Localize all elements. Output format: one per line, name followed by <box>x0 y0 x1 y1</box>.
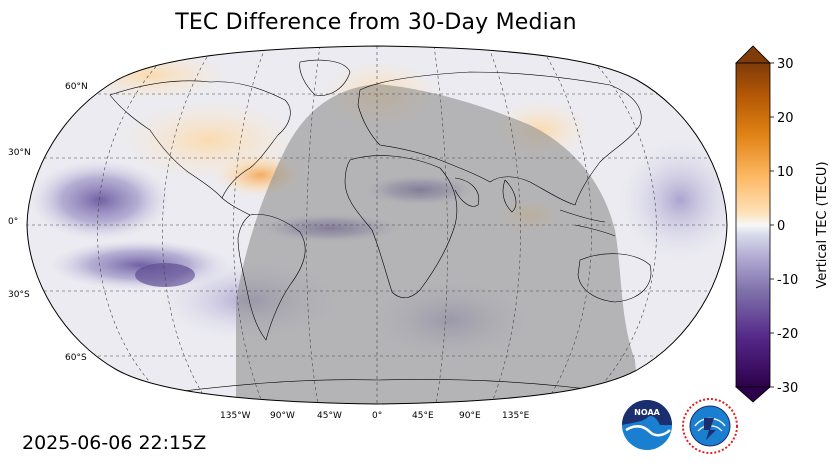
colorbar-extend-top <box>735 45 771 64</box>
lon-label-45e: 45°E <box>412 411 434 420</box>
anomaly-positive <box>70 50 230 100</box>
colorbar-tick-label: -20 <box>777 327 798 342</box>
nws-logo <box>682 398 738 454</box>
lon-label-90w: 90°W <box>270 411 295 420</box>
anomaly-negative <box>620 140 727 260</box>
colorbar-body <box>735 62 771 388</box>
night-overlay <box>236 84 640 404</box>
lat-label-30s: 30°S <box>8 290 30 300</box>
colorbar-tick-label: 0 <box>777 219 785 234</box>
colorbar-tick-label: -10 <box>777 273 798 288</box>
lon-label-135w: 135°W <box>220 411 251 420</box>
colorbar-ticks <box>770 62 774 388</box>
globe-outline <box>26 45 728 405</box>
map-field <box>27 46 727 404</box>
colorbar-tick-label: -30 <box>777 381 798 396</box>
colorbar-extend-bottom <box>734 386 772 403</box>
colorbar: 30 20 10 0 -10 -20 -30 Vertical TEC (TECU) <box>734 45 830 403</box>
lat-label-60n: 60°N <box>65 82 88 92</box>
anomaly-negative <box>30 160 170 240</box>
colorbar-tick-label: 10 <box>777 165 794 180</box>
lat-label-30n: 30°N <box>8 148 31 158</box>
lon-label-45w: 45°W <box>317 411 342 420</box>
colorbar-tick-label: 30 <box>777 57 794 72</box>
anomaly-positive <box>120 100 300 180</box>
colorbar-label: Vertical TEC (TECU) <box>815 161 830 288</box>
lon-label-135e: 135°E <box>502 411 530 420</box>
graticule <box>27 46 727 404</box>
noaa-logo-text: NOAA <box>634 408 660 417</box>
colorbar-tick-label: 20 <box>777 111 794 126</box>
coastlines <box>109 59 652 396</box>
map-title: TEC Difference from 30-Day Median <box>175 10 577 35</box>
lat-label-60s: 60°S <box>65 353 87 363</box>
lat-label-equator: 0° <box>8 217 18 227</box>
lon-label-90e: 90°E <box>459 411 481 420</box>
noaa-logo: NOAA <box>622 400 672 450</box>
colorbar-tick-labels: 30 20 10 0 -10 -20 -30 <box>777 57 798 396</box>
lon-label-0: 0° <box>372 411 382 420</box>
timestamp: 2025-06-06 22:15Z <box>22 432 207 454</box>
tec-map: 60°N 30°N 0° 30°S 60°S 135°W 90°W 45°W 0… <box>8 45 728 420</box>
